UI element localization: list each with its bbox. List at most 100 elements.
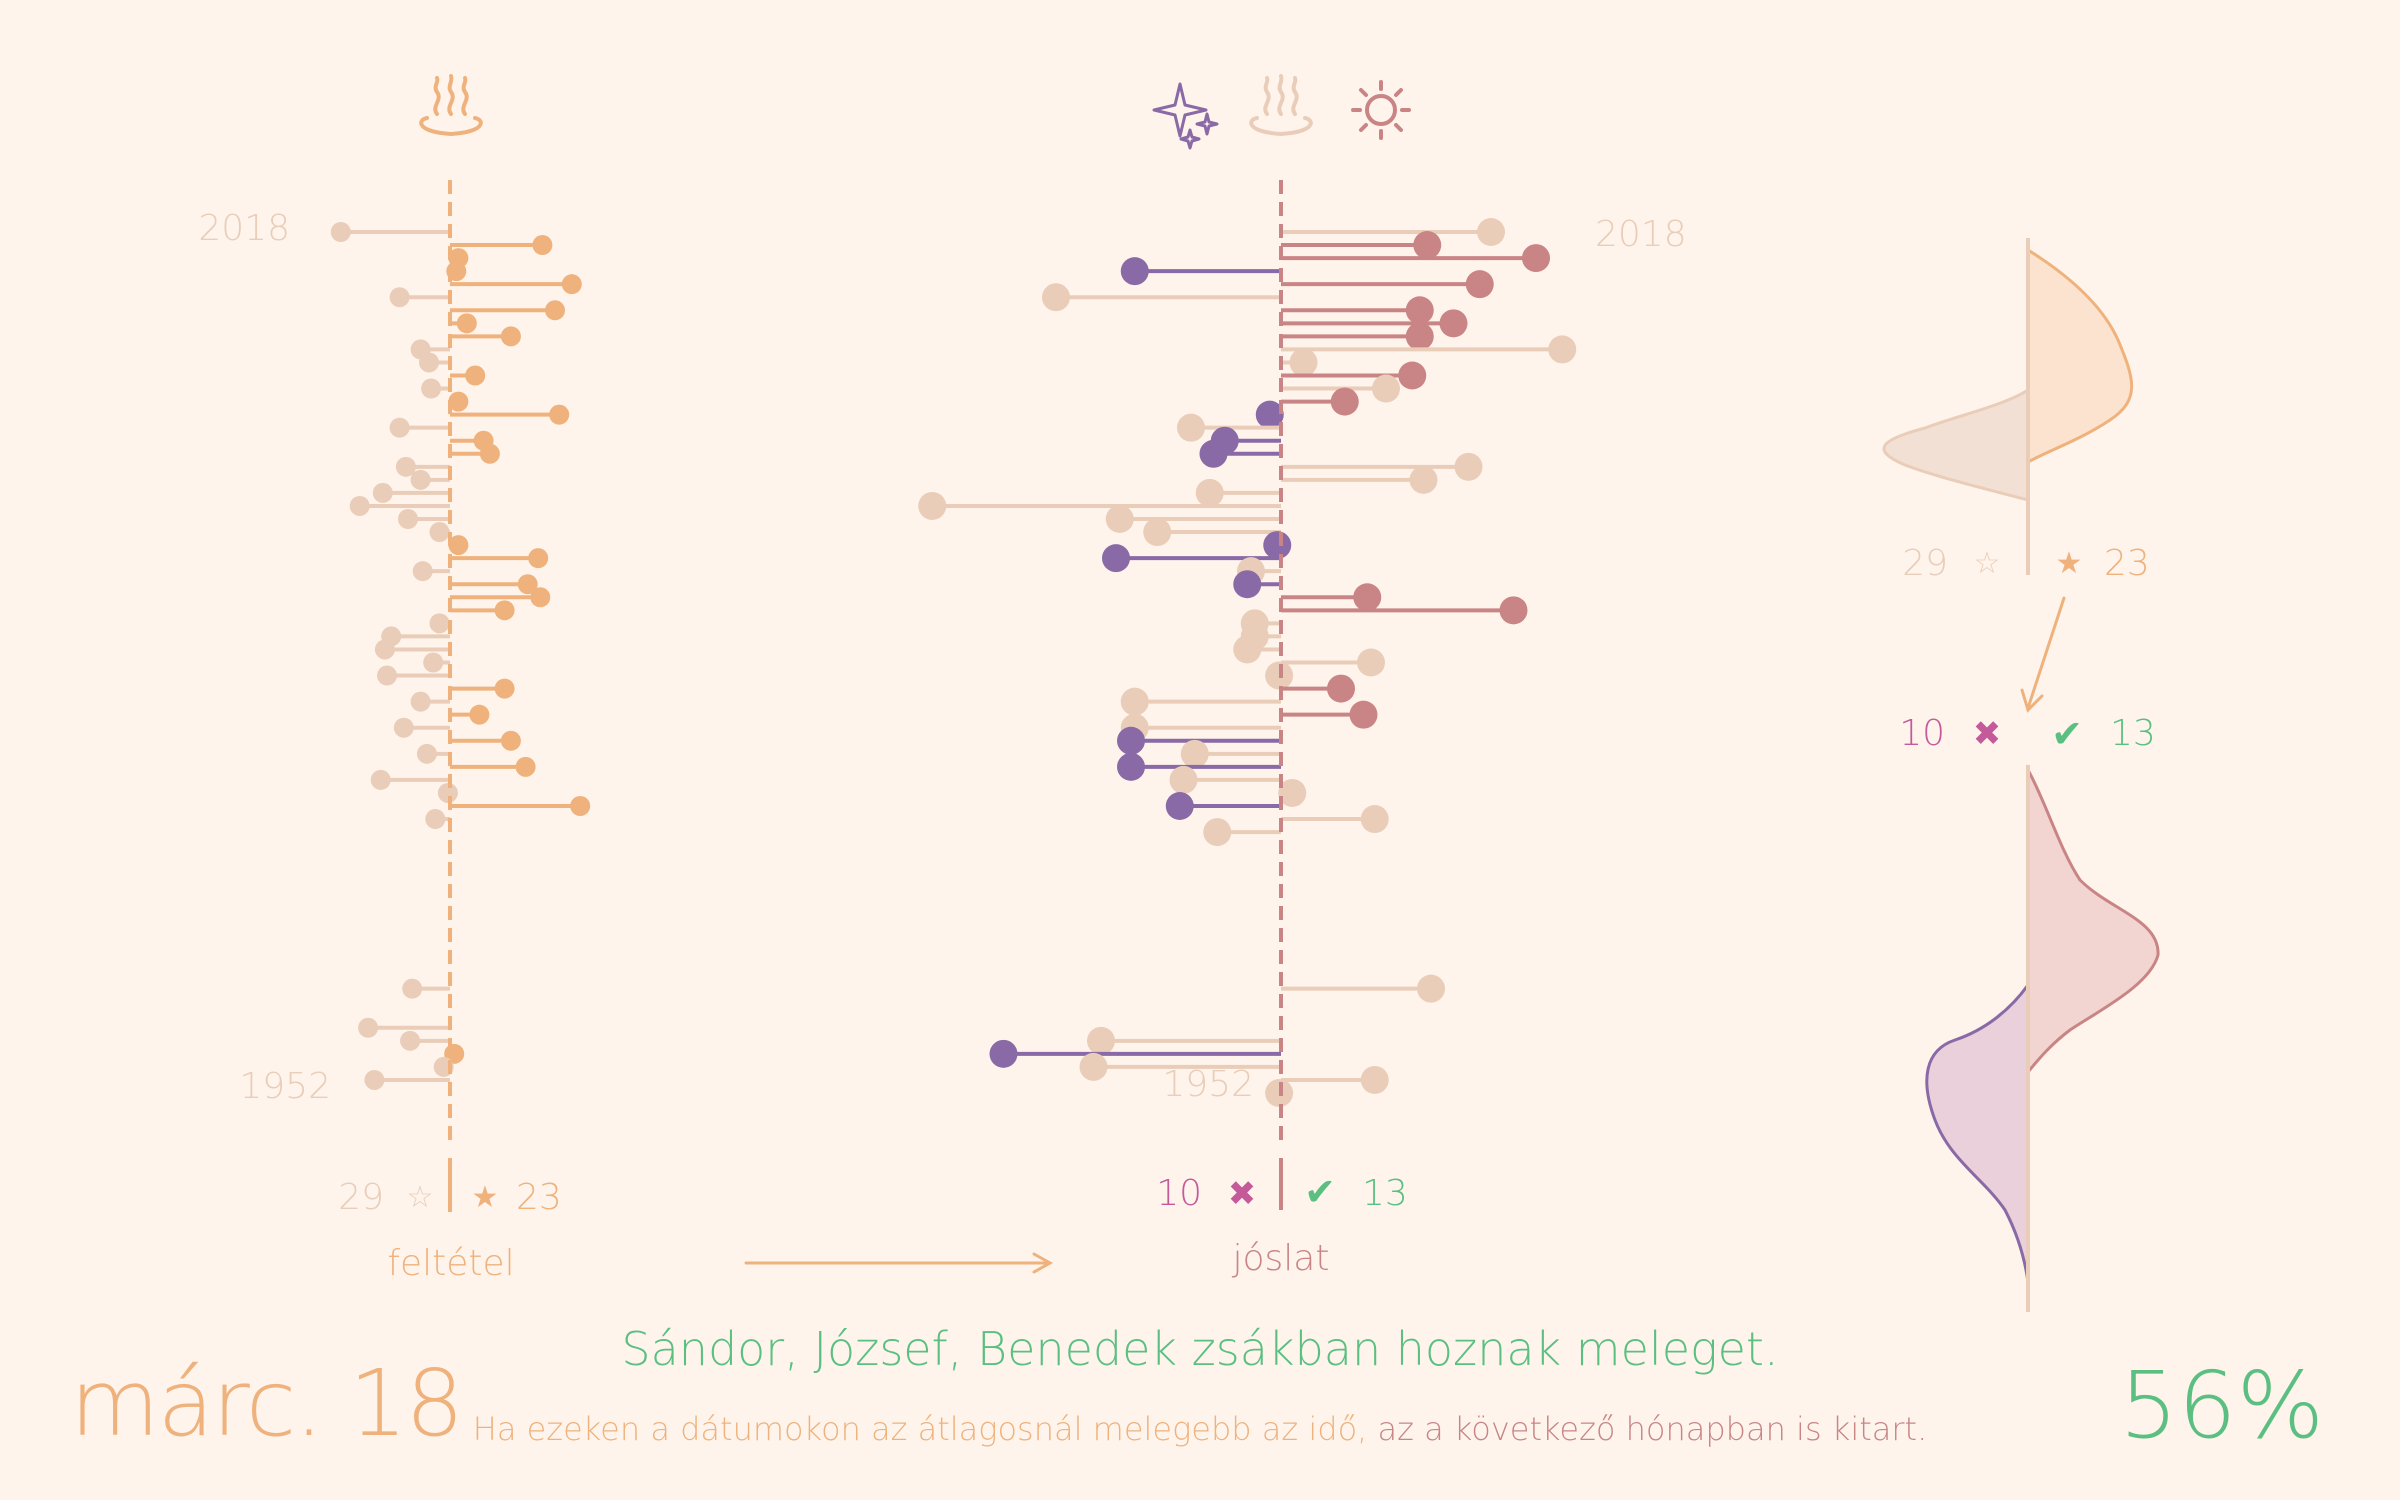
lollipop-point [1289,348,1318,377]
lollipop-point [1465,270,1494,299]
lollipop-point [1548,335,1577,364]
count-not-met: 29 [1902,543,1948,584]
year-label-bottom: 1952 [239,1066,331,1107]
lollipop-point [423,652,444,673]
lollipop-point [456,313,477,334]
lollipop-point [1372,374,1400,403]
year-label-top: 2018 [1595,214,1687,255]
lollipop-point [549,404,570,425]
lollipop-point [1454,452,1483,481]
lollipop-point [530,587,551,608]
lollipop-point [469,704,490,725]
lollipop-point [1349,700,1378,729]
star-filled-icon: ★ [2056,546,2083,581]
lollipop-point [1203,818,1232,847]
count-correct: 13 [1362,1173,1408,1214]
lollipop-point [1409,465,1438,494]
explanation-condition: Ha ezeken a dátumokon az átlagosnál mele… [472,1410,1368,1448]
arrow-right-icon [744,1252,1054,1274]
count-wrong: 10 [1156,1173,1202,1214]
lollipop-point [372,482,393,503]
prediction-density-plot: 10 ✖ ✔ 13 [1899,712,2160,1312]
lollipop-point [1357,648,1385,677]
lollipop-point [1439,309,1468,338]
lollipop-point [1177,413,1205,442]
count-met: 23 [516,1177,562,1218]
lollipop-point [1278,778,1307,807]
star-outline-icon: ☆ [1974,546,2001,581]
lollipop-point [1360,805,1389,834]
explanation-text: Ha ezeken a dátumokon az átlagosnál mele… [0,1410,2400,1448]
lollipop-point [395,456,416,477]
proverb-text: Sándor, József, Benedek zsákban hoznak m… [621,1322,1779,1376]
condition-label: feltétel [387,1243,514,1284]
lollipop-point [1143,518,1172,547]
lollipop-point [494,600,515,621]
lollipop-point [1120,257,1149,286]
lollipop-point [1199,439,1228,468]
lollipop-point [1330,387,1359,416]
sun-icon [1351,80,1411,140]
lollipop-point [561,274,582,295]
lollipop-point [494,678,515,699]
count-met: 23 [2104,543,2150,584]
lollipop-point [389,287,410,308]
lollipop-point [1195,478,1224,507]
lollipop-point [570,796,591,816]
lollipop-point [402,978,423,999]
check-icon: ✔ [1304,1170,1336,1214]
explanation-outcome: az a következő hónapban is kitart. [1377,1410,1928,1448]
lollipop-point [1255,400,1284,429]
hot-spring-icon [419,74,483,136]
lollipop-point [1413,231,1442,260]
lollipop-point [1120,687,1149,716]
condition-lollipop-chart [330,222,591,1090]
year-label-top: 2018 [198,208,290,249]
lollipop-point [419,352,439,373]
lollipop-point [918,491,947,520]
lollipop-point [1499,596,1528,625]
lollipop-point [517,574,538,595]
lollipop-point [330,222,351,242]
percent-label: 56% [2119,1352,2324,1459]
count-wrong: 10 [1899,713,1945,754]
lollipop-point [500,730,521,751]
lollipop-point [1105,505,1134,533]
count-correct: 13 [2110,713,2156,754]
sparkles-icon [1152,82,1219,150]
lollipop-point [416,743,437,764]
lollipop-point [1398,361,1427,390]
lollipop-point [1102,544,1130,573]
density-not-met [1882,387,2030,502]
lollipop-point [1117,752,1145,781]
condition-density-plot: 29 ☆ ★ 23 [1882,238,2150,584]
lollipop-point [412,561,433,582]
lollipop-point [1042,283,1070,312]
lollipop-point [1405,322,1434,351]
lollipop-point [398,509,418,529]
prediction-label: jóslat [1232,1238,1330,1279]
prediction-lollipop-chart [918,218,1577,1107]
cross-icon: ✖ [1973,714,2002,754]
lollipop-point [370,769,391,790]
lollipop-point [1405,296,1434,325]
date-label: márc. 18 [70,1350,464,1457]
lollipop-point [400,1030,421,1051]
lollipop-point [479,443,500,464]
lollipop-point [1522,244,1550,273]
lollipop-point [448,535,469,556]
lollipop-point [349,495,370,516]
check-icon: ✔ [2051,712,2083,756]
arrow-down-icon [2020,596,2066,713]
lollipop-point [1353,583,1382,612]
lollipop-point [1477,218,1505,246]
lollipop-point [532,235,553,256]
lollipop-point [465,365,486,386]
lollipop-point [364,1069,385,1090]
hot-spring-icon [1249,74,1313,136]
lollipop-point [1169,765,1198,794]
lollipop-point [545,300,565,321]
lollipop-point [429,522,450,543]
lollipop-point [437,782,458,803]
lollipop-point [425,809,446,830]
